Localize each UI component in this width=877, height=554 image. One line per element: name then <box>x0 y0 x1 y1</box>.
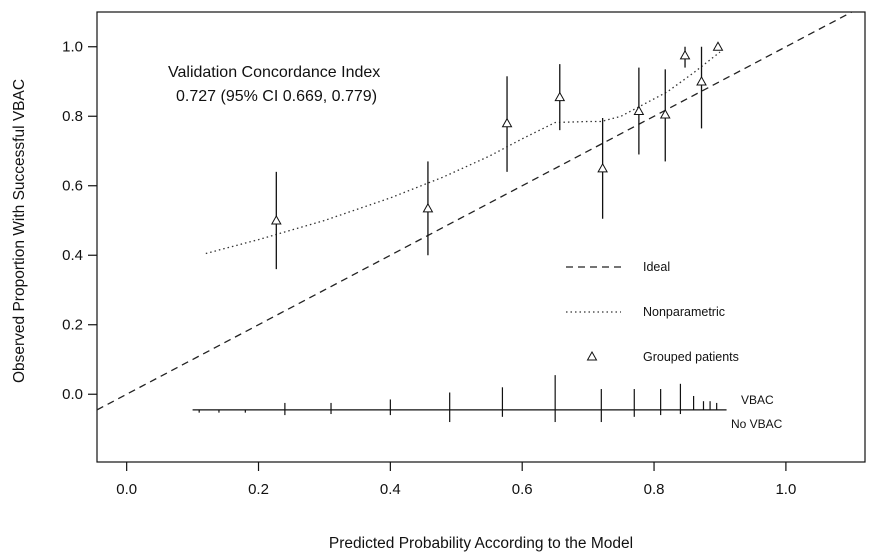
y-tick-label: 1.0 <box>62 39 83 56</box>
grouped-patient-point <box>659 108 671 119</box>
y-tick-label: 0.8 <box>62 108 83 125</box>
x-axis-title: Predicted Probability According to the M… <box>329 535 633 552</box>
annotation-line-1: Validation Concordance Index <box>168 64 380 81</box>
grouped-patient-point <box>422 202 434 213</box>
y-tick-label: 0.0 <box>62 386 83 403</box>
grouped-patient-point <box>501 117 513 128</box>
grouped-patient-point <box>679 49 691 60</box>
x-tick-label: 0.0 <box>116 481 137 498</box>
grouped-patient-point <box>270 214 282 225</box>
grouped-patient-point <box>633 105 645 116</box>
histogram-label-no-vbac: No VBAC <box>731 417 783 431</box>
grouped-patients-layer <box>270 41 724 270</box>
y-tick-label: 0.2 <box>62 317 83 334</box>
x-tick-label: 0.2 <box>248 481 269 498</box>
x-tick-label: 1.0 <box>775 481 796 498</box>
grouped-patient-point <box>597 162 608 173</box>
histogram-label-vbac: VBAC <box>741 393 774 407</box>
x-tick-label: 0.6 <box>512 481 533 498</box>
grouped-patient-point <box>554 91 566 102</box>
ideal-line <box>97 12 854 411</box>
x-tick-label: 0.8 <box>644 481 665 498</box>
legend: Ideal Nonparametric Grouped patients <box>566 260 739 364</box>
y-axis: 0.0 0.2 0.4 0.6 0.8 1.0 <box>62 39 97 403</box>
legend-ideal-label: Ideal <box>643 260 670 274</box>
x-axis: 0.0 0.2 0.4 0.6 0.8 1.0 <box>116 462 796 498</box>
legend-grouped-label: Grouped patients <box>643 350 739 364</box>
legend-triangle-icon <box>586 350 598 361</box>
y-axis-title: Observed Proportion With Successful VBAC <box>11 79 28 383</box>
legend-nonparametric-label: Nonparametric <box>643 305 725 319</box>
y-tick-label: 0.6 <box>62 178 83 195</box>
grouped-patient-point <box>696 75 707 86</box>
y-tick-label: 0.4 <box>62 247 83 264</box>
histogram-rug <box>192 375 727 423</box>
x-tick-label: 0.4 <box>380 481 401 498</box>
grouped-patient-point <box>712 41 724 51</box>
plot-frame <box>96 11 866 463</box>
nonparametric-curve <box>205 51 721 255</box>
annotation-line-2: 0.727 (95% CI 0.669, 0.779) <box>176 88 377 105</box>
